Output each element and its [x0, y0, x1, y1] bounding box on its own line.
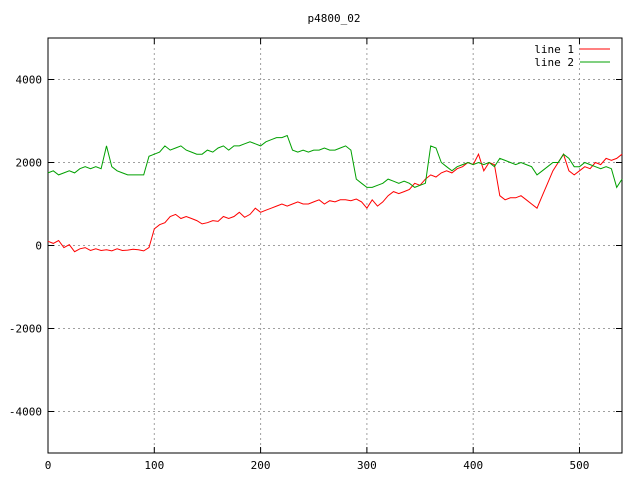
- gridlines: [48, 38, 622, 453]
- x-tick-label: 300: [357, 459, 377, 472]
- y-tick-label: -4000: [9, 406, 42, 419]
- y-tick-label: 4000: [16, 74, 43, 87]
- x-tick-label: 0: [45, 459, 52, 472]
- legend-label: line 2: [534, 56, 574, 69]
- x-tick-label: 100: [144, 459, 164, 472]
- y-tick-label: 2000: [16, 157, 43, 170]
- series-line-1: [47, 152, 623, 253]
- x-tick-label: 400: [463, 459, 483, 472]
- y-tick-label: -2000: [9, 323, 42, 336]
- y-tick-label: 0: [35, 240, 42, 253]
- chart-title: p4800_02: [308, 12, 361, 25]
- axis-ticks: 0 100 200 300 400 500 -4000 -2000 0 2000 4000: [9, 38, 622, 472]
- x-tick-label: 500: [570, 459, 590, 472]
- legend-label: line 1: [534, 43, 574, 56]
- series-group: [47, 134, 623, 253]
- series-line-2: [47, 134, 623, 189]
- x-tick-label: 200: [251, 459, 271, 472]
